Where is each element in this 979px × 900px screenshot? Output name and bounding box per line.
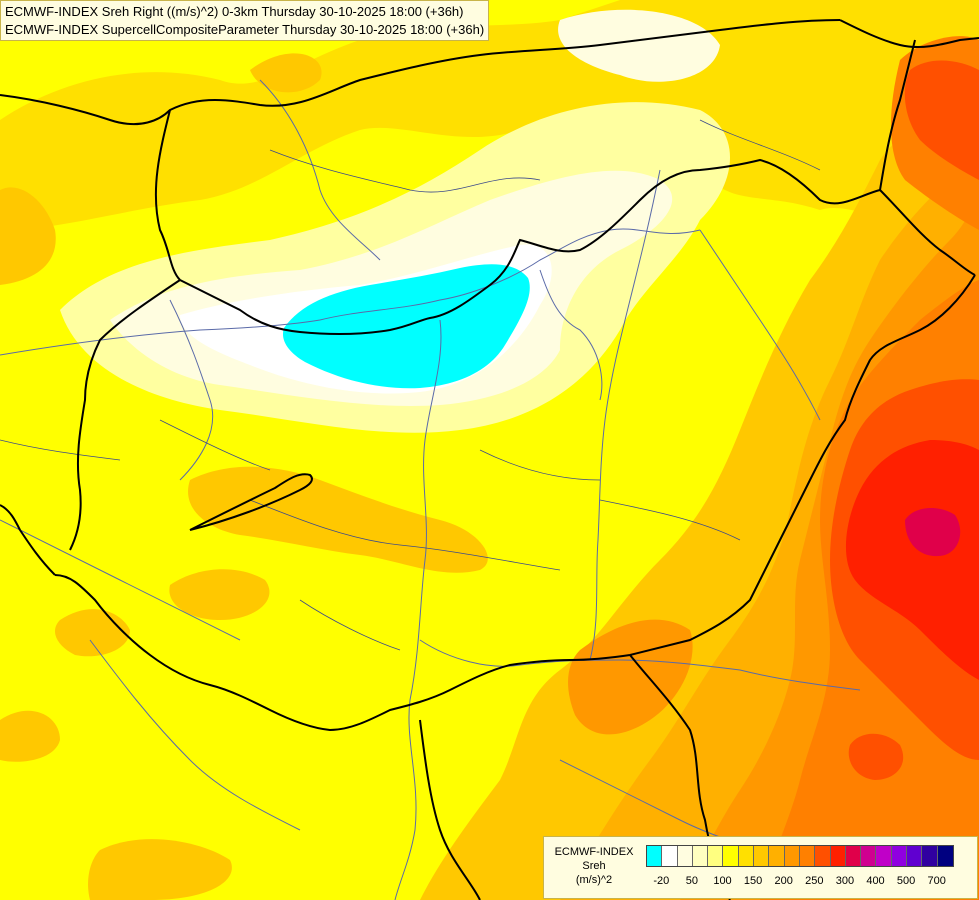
legend-line-1: ECMWF-INDEX — [554, 846, 634, 858]
legend-swatch — [876, 846, 892, 866]
legend-swatch — [723, 846, 739, 866]
legend-swatch — [861, 846, 877, 866]
legend-tick-label: 100 — [713, 875, 732, 887]
legend-swatch — [784, 846, 800, 866]
field-dkorange-s — [568, 619, 693, 735]
legend-swatch — [907, 846, 923, 866]
title-line-2: ECMWF-INDEX SupercellCompositeParameter … — [5, 22, 485, 37]
legend-swatch — [891, 846, 908, 866]
field-red-se — [848, 733, 904, 780]
legend-tick-label: 150 — [743, 875, 763, 887]
field-red2-e — [845, 440, 979, 680]
legend-tick-label: 400 — [866, 875, 885, 887]
field-orange-s2 — [88, 839, 232, 900]
legend-swatch — [845, 846, 862, 866]
legend-tick-label: -20 — [653, 875, 670, 887]
field-orange-n — [250, 53, 322, 93]
legend-swatch — [662, 846, 678, 866]
legend-swatch — [937, 846, 953, 866]
country-borders — [0, 19, 979, 900]
legend-swatch — [799, 846, 816, 866]
field-pale-north — [558, 9, 720, 82]
field-yellow-north — [0, 0, 979, 240]
legend-swatch — [815, 846, 831, 866]
legend-swatch — [708, 846, 724, 866]
legend-tick-label: 700 — [927, 875, 946, 887]
legend-swatch — [677, 846, 693, 866]
map-title: ECMWF-INDEX Sreh Right ((m/s)^2) 0-3km T… — [0, 0, 490, 41]
legend-tick-label: 50 — [685, 875, 699, 887]
legend-swatch — [769, 846, 785, 866]
legend-ticks: -20 50 100 150 200 250 300 400 500 700 — [646, 875, 976, 889]
field-orange-ws — [0, 710, 60, 762]
field-crimson-e — [905, 508, 961, 557]
legend-swatch — [922, 846, 938, 866]
color-legend: ECMWF-INDEX Sreh (m/s)^2 -20 50 100 150 200 2… — [543, 836, 978, 899]
legend-label: ECMWF-INDEX Sreh (m/s)^2 — [544, 845, 644, 887]
legend-tick-label: 500 — [896, 875, 916, 887]
field-orange-nw — [0, 187, 56, 285]
legend-line-2: Sreh — [582, 860, 606, 872]
rivers — [0, 79, 861, 900]
legend-swatch — [692, 846, 709, 866]
title-line-1: ECMWF-INDEX Sreh Right ((m/s)^2) 0-3km T… — [5, 4, 464, 19]
field-orange-sw — [169, 569, 270, 620]
legend-line-3: (m/s)^2 — [575, 874, 613, 886]
admin-borders — [0, 119, 821, 651]
legend-swatch — [738, 846, 755, 866]
legend-tick-label: 300 — [835, 875, 855, 887]
legend-tick-label: 250 — [805, 875, 824, 887]
legend-tick-label: 200 — [774, 875, 793, 887]
legend-swatch — [647, 846, 663, 866]
legend-swatch — [830, 846, 846, 866]
legend-swatch — [754, 846, 770, 866]
legend-swatches — [646, 845, 954, 867]
field-red-ne — [904, 60, 979, 180]
